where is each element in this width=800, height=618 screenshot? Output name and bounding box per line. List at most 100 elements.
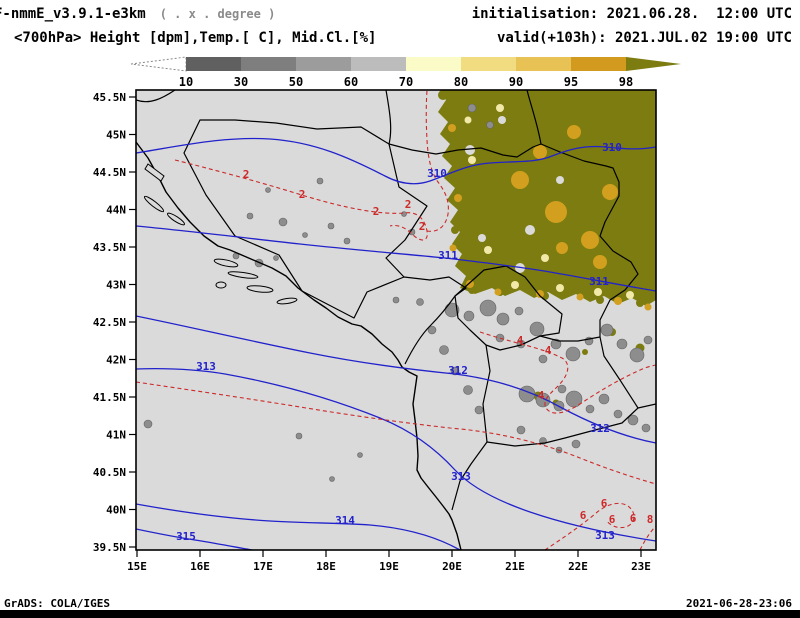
temp-contour-label: 6 — [630, 512, 637, 525]
lat-tick-label: 42N — [106, 354, 126, 367]
cloud-gold-blob — [536, 290, 544, 298]
cloud-high-blob — [448, 131, 456, 139]
model-title-text: F-nmmE_v3.9.1-e3km — [0, 6, 146, 22]
map-panel: 3103103113113123123133133133143152222244… — [93, 89, 657, 573]
cloud-gap — [465, 145, 475, 155]
adriatic-coastline — [136, 141, 462, 550]
cloud-gold-blob — [593, 255, 607, 269]
colorbar-tick-label: 70 — [399, 75, 413, 89]
temp-contour-label: 6 — [601, 497, 608, 510]
border-albania-greece — [451, 441, 488, 511]
border-danube-serbia-bulgaria — [388, 143, 639, 346]
cloud-gray-blob — [439, 345, 449, 355]
height-contour-label: 310 — [602, 141, 622, 154]
cloud-gray-blob — [600, 323, 614, 337]
colorbar-segment — [571, 57, 626, 71]
cloud-gold-blob — [644, 303, 652, 311]
cloud-gap — [498, 116, 506, 124]
cloud-cover-gold-patches — [448, 124, 652, 311]
border-slovenia-croatia — [136, 90, 176, 103]
border-albania-macedonia — [482, 344, 491, 443]
lon-tick-label: 15E — [127, 560, 147, 573]
cloud-gray-blob — [278, 217, 288, 227]
temp-contour-2 — [174, 159, 428, 241]
lat-tick-label: 42.5N — [93, 316, 126, 329]
height-contour-label: 311 — [589, 275, 609, 288]
island — [227, 271, 259, 279]
temp-contour-label: 4 — [517, 334, 524, 347]
lat-tick-label: 41.5N — [93, 391, 126, 404]
temp-contour-6 — [544, 502, 635, 550]
island — [143, 195, 165, 213]
temp-contour-label: 2 — [373, 205, 380, 218]
height-contour-311 — [136, 225, 656, 292]
cloud-region-gaps — [465, 116, 564, 273]
map-frame — [135, 89, 657, 551]
cloud-gold-blob — [556, 242, 568, 254]
lon-tick-label: 22E — [568, 560, 588, 573]
cloud-gold-blob — [545, 201, 567, 223]
colorbar-segment — [296, 57, 351, 71]
temp-contour-southwest — [136, 381, 656, 485]
cloud-gold-blob — [454, 194, 462, 202]
cloud-gold-blob — [567, 125, 581, 139]
height-contour-label: 312 — [448, 364, 468, 377]
cloud-gold-blob — [533, 145, 547, 159]
contour-labels: 3103103113113123123133133133143152222244… — [176, 141, 653, 543]
height-contour-label: 313 — [196, 360, 216, 373]
border-montenegro-serbia — [403, 276, 467, 297]
colorbar-tick-label: 60 — [344, 75, 358, 89]
border-kosovo — [454, 265, 563, 351]
lat-tick-label: 45.5N — [93, 91, 126, 104]
cloud-gray-blob — [486, 121, 494, 129]
colorbar-segment — [516, 57, 571, 71]
cloud-gray-blob — [598, 393, 610, 405]
lon-tick-label: 17E — [253, 560, 273, 573]
cloud-gray-blob — [629, 347, 645, 363]
colorbar-tick-label: 98 — [619, 75, 633, 89]
cloud-gold-blob — [494, 288, 502, 296]
colorbar-segment — [351, 57, 406, 71]
cloud-pale-blob — [468, 156, 476, 164]
lon-tick-label: 20E — [442, 560, 462, 573]
cloud-gray-blob — [643, 335, 653, 345]
height-contour-label: 313 — [451, 470, 471, 483]
height-contour-312 — [136, 315, 656, 444]
temp-contour-label: 4 — [545, 344, 552, 357]
cloud-pale-blob — [594, 288, 602, 296]
cloud-high-blob — [464, 258, 472, 266]
cloud-gray-blob — [463, 385, 473, 395]
cloud-gray-blob — [329, 476, 335, 482]
lon-tick-label: 16E — [190, 560, 210, 573]
cloud-gold-blob — [576, 293, 584, 301]
cloud-pale-blob — [541, 254, 549, 262]
island — [276, 297, 298, 305]
temp-contour-2-trough — [425, 90, 449, 232]
island — [246, 285, 274, 293]
cloud-gray-blob — [273, 255, 279, 261]
colorbar-segment — [186, 57, 241, 71]
adriatic-islands — [143, 163, 298, 305]
cloud-cover-gray-blobs — [143, 103, 653, 482]
temperature-contours — [136, 90, 656, 550]
colorbar-above-max-arrow — [626, 57, 681, 71]
model-title: F-nmmE_v3.9.1-e3km ( . x . degree ) — [0, 6, 275, 22]
cloud-high-blob — [636, 299, 644, 307]
colorbar-segment — [461, 57, 516, 71]
cloud-gap — [525, 225, 535, 235]
border-macedonia-greece — [486, 403, 656, 447]
lat-tick-label: 45N — [106, 129, 126, 142]
cloud-cover-high-region — [438, 90, 656, 407]
cloud-gray-blob — [514, 306, 524, 316]
height-contour-label: 314 — [335, 514, 355, 527]
border-macedonia-bulgaria — [599, 336, 639, 409]
valid-time-label: valid(+103h): 2021.JUL.02 19:00 UTC — [496, 30, 792, 46]
colorbar-tick-label: 80 — [454, 75, 468, 89]
temp-contour-label: 2 — [419, 220, 426, 233]
cloud-gray-blob — [496, 312, 510, 326]
height-contour-label: 315 — [176, 530, 196, 543]
cloud-gray-blob — [401, 211, 407, 217]
colorbar-tick-label: 30 — [234, 75, 248, 89]
cloud-high-blob — [451, 226, 459, 234]
